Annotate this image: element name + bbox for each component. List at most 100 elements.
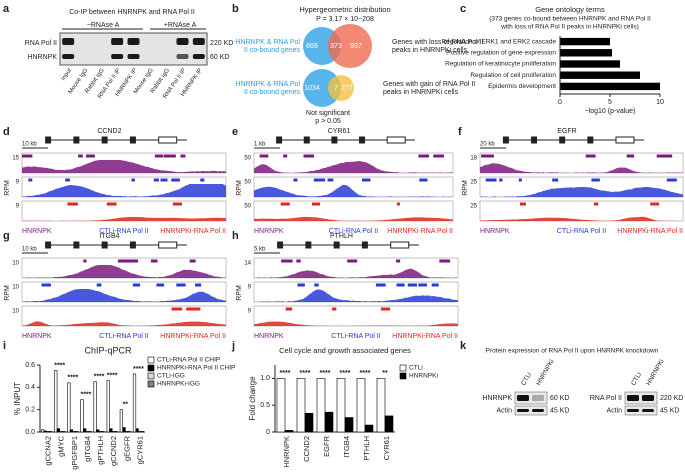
peak-call: [593, 202, 599, 206]
gene-name: CCND2: [97, 128, 121, 135]
label: HNRNPK: [254, 333, 284, 340]
band: [517, 409, 529, 412]
bar: [62, 431, 66, 433]
bar: [85, 431, 89, 433]
peak-call: [280, 202, 290, 206]
peak-call: [172, 202, 182, 206]
label: RPM: [236, 180, 243, 196]
exon: [73, 241, 80, 249]
label: CTLi-RNA Pol II: [99, 333, 148, 340]
bar: [67, 382, 71, 433]
label: 7: [334, 85, 338, 92]
gene-name: ITGB4: [99, 233, 119, 240]
peak-call: [306, 154, 311, 158]
label: 1034: [304, 85, 320, 92]
legend-swatch: [147, 356, 155, 364]
bar: [384, 415, 394, 433]
peak-call: [285, 259, 293, 263]
coverage: [254, 161, 453, 173]
label: 0.6: [25, 362, 35, 369]
peak-call: [418, 283, 428, 287]
bar: [106, 380, 110, 433]
panel-letter: b: [232, 3, 239, 15]
bar: [344, 417, 354, 433]
peak-call: [96, 283, 102, 287]
label: RPM: [236, 285, 243, 301]
bar: [364, 424, 374, 433]
label: CTLi-RNA Pol II: [331, 333, 380, 340]
coverage: [254, 184, 453, 197]
peak-call: [375, 283, 386, 287]
label: HNRNPK: [22, 228, 52, 235]
bar: [304, 412, 314, 433]
label: CTLi-RNA Pol II: [329, 228, 378, 235]
bar: [284, 430, 294, 433]
label: 0.2: [25, 407, 35, 414]
peak-call: [117, 259, 124, 263]
bar: [69, 429, 74, 433]
bar: [80, 399, 84, 433]
peak-call: [519, 202, 526, 206]
peak-call: [626, 154, 635, 158]
exon: [45, 241, 52, 249]
peak-call: [585, 154, 596, 158]
bar: [140, 431, 144, 433]
bar: [560, 82, 660, 91]
blot: [514, 405, 548, 416]
peak-call: [156, 283, 165, 287]
label: HNRNPK: [22, 333, 52, 340]
venn-circle: [303, 69, 341, 107]
chart-title: ChIP-qPCR: [84, 345, 132, 355]
label: 0.5: [260, 402, 270, 409]
peak-call: [552, 178, 559, 182]
band: [532, 395, 544, 401]
label: 25: [470, 204, 477, 210]
peak-call: [194, 307, 201, 311]
category-label: PTHLH: [362, 436, 371, 461]
label: 220 KD: [660, 395, 683, 402]
bar: [48, 431, 53, 433]
peak-call: [486, 154, 494, 158]
panel-letter: e: [232, 126, 238, 138]
coverage: [254, 268, 458, 278]
category-label: Positive regulation of gene expression: [446, 50, 556, 57]
lane-label: HNRNPKi: [645, 358, 666, 387]
peak-call: [83, 259, 87, 263]
peak-call: [65, 178, 70, 182]
label: 20 kb: [480, 142, 495, 148]
bar: [96, 429, 100, 433]
peak-call: [22, 154, 33, 158]
exon: [559, 136, 566, 144]
bar: [46, 431, 50, 433]
peak-call: [481, 154, 487, 158]
label: −RNAse A: [87, 22, 120, 29]
label: 0.4: [25, 384, 35, 391]
legend-swatch: [147, 364, 155, 372]
label: p > 0.05: [315, 118, 341, 125]
coverage: [22, 321, 226, 326]
significance: ****: [280, 370, 291, 377]
label: −log10 (p-value): [585, 108, 636, 115]
category-label: Regulation of cell proliferation: [470, 72, 556, 79]
label: 1.0: [260, 375, 270, 382]
label: 50: [244, 204, 251, 210]
chart-title: Gene ontology terms: [535, 5, 605, 14]
category-label: Epidermis development: [488, 83, 556, 90]
bar: [336, 378, 346, 433]
exon: [277, 241, 284, 249]
significance: ****: [107, 372, 118, 379]
band: [62, 38, 75, 45]
label: HNRNPKi-RNA Pol II: [617, 228, 683, 235]
peak-call: [264, 154, 269, 158]
label: HNRNPK & RNA Pol: [235, 39, 300, 46]
exon: [303, 136, 310, 144]
band: [517, 395, 529, 401]
coverage: [480, 163, 683, 173]
label: 25: [470, 180, 477, 186]
label: 373: [330, 43, 342, 50]
exon: [587, 136, 594, 144]
panel-letter: d: [3, 126, 10, 138]
significance: ****: [340, 370, 351, 377]
legend-label: HNRNPKi-RNA Pol II CHIP: [157, 365, 235, 372]
peak-call: [281, 259, 287, 263]
